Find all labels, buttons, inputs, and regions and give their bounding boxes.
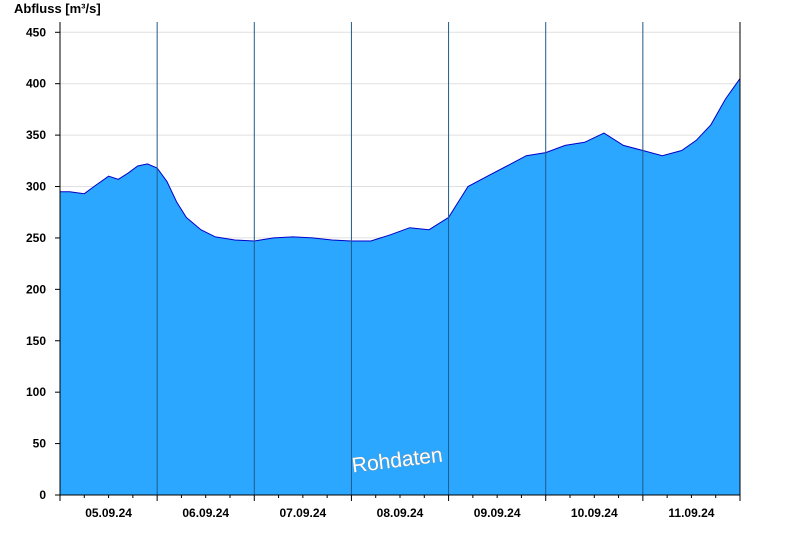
- axes: 0 50 100 150 200 250 300 350 400 450 05.09.24 06.09…: [26, 22, 741, 520]
- y-tick-label-0: 0: [39, 488, 46, 502]
- x-tick-label-4: 09.09.24: [474, 506, 521, 520]
- discharge-fill-0: [60, 78, 740, 495]
- y-tick-label-150: 150: [26, 334, 46, 348]
- y-tick-label-100: 100: [26, 385, 46, 399]
- y-tick-label-250: 250: [26, 231, 46, 245]
- y-tick-label-400: 400: [26, 77, 46, 91]
- x-tick-label-1: 06.09.24: [182, 506, 229, 520]
- y-tick-label-200: 200: [26, 282, 46, 296]
- x-tick-label-5: 10.09.24: [571, 506, 618, 520]
- y-tick-label-300: 300: [26, 180, 46, 194]
- x-tick-label-6: 11.09.24: [668, 506, 714, 520]
- y-tick-label-50: 50: [33, 437, 47, 451]
- x-tick-label-2: 07.09.24: [279, 506, 326, 520]
- discharge-area: [60, 78, 741, 495]
- y-tick-label-350: 350: [26, 128, 46, 142]
- day-separators: [156, 22, 741, 495]
- x-tick-label-0: 05.09.24: [85, 506, 132, 520]
- y-axis-label: Abfluss [m³/s]: [14, 1, 101, 16]
- y-tick-label-450: 450: [26, 25, 46, 39]
- x-tick-label-3: 08.09.24: [377, 506, 424, 520]
